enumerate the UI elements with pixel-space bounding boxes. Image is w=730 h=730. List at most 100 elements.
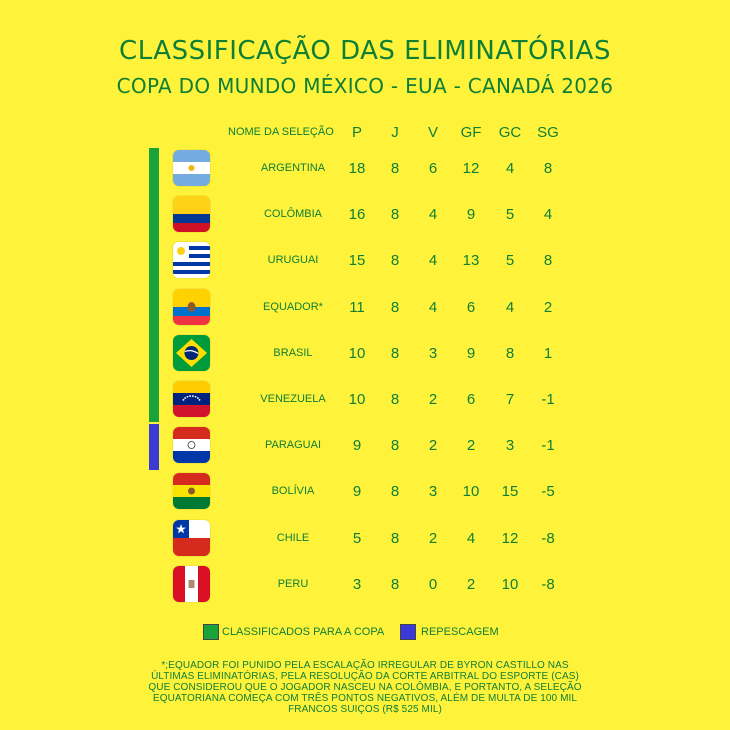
- table-row: VENEZUELA 10 8 2 6 7 -1: [0, 381, 730, 427]
- team-name: CHILE: [276, 531, 310, 544]
- cell-games: 8: [390, 160, 400, 177]
- header-games: J: [391, 124, 399, 141]
- cell-wins: 3: [428, 344, 438, 362]
- cell-goals-against: 5: [505, 206, 515, 224]
- cell-wins: 2: [428, 437, 438, 455]
- cell-goals-against: 5: [505, 252, 515, 270]
- table-row: CHILE 5 8 2 4 12 -8: [0, 519, 730, 566]
- cell-goals-for: 4: [466, 529, 476, 547]
- team-name: EQUADOR*: [263, 300, 323, 313]
- cell-wins: 6: [428, 160, 438, 177]
- qualified-bar: [149, 148, 159, 422]
- paraguay-flag: [173, 427, 210, 464]
- cell-goal-diff: 4: [543, 206, 553, 224]
- cell-goal-diff: -1: [541, 437, 555, 455]
- cell-games: 8: [390, 391, 400, 408]
- team-name: VENEZUELA: [260, 393, 326, 405]
- cell-points: 5: [352, 529, 362, 547]
- cell-wins: 4: [428, 206, 438, 224]
- cell-points: 18: [348, 160, 366, 177]
- cell-points: 16: [348, 206, 366, 224]
- cell-wins: 0: [428, 575, 438, 593]
- table-row: BRASIL 10 8 3 9 8 1: [0, 334, 730, 381]
- header-team-name: NOME DA SELEÇÃO: [228, 126, 334, 138]
- cell-goals-against: 8: [505, 344, 515, 362]
- team-name: PERU: [277, 577, 309, 590]
- table-row: COLÔMBIA 16 8 4 9 5 4: [0, 196, 730, 242]
- cell-points: 15: [348, 252, 366, 270]
- cell-games: 8: [390, 483, 400, 501]
- cell-goals-for: 10: [462, 483, 480, 501]
- table-row: BOLÍVIA 9 8 3 10 15 -5: [0, 473, 730, 519]
- header-goal-diff: SG: [537, 124, 559, 141]
- cell-points: 10: [348, 344, 366, 362]
- header-points: P: [351, 124, 362, 141]
- cell-goals-for: 12: [462, 160, 480, 177]
- cell-goals-against: 7: [505, 391, 515, 408]
- team-name: PARAGUAI: [264, 439, 322, 452]
- cell-points: 9: [352, 437, 362, 455]
- peru-flag: [173, 565, 210, 602]
- table-row: PERU 3 8 0 2 10 -8: [0, 565, 730, 612]
- cell-games: 8: [390, 252, 400, 270]
- team-name: COLÔMBIA: [263, 208, 323, 221]
- table-row: ARGENTINA 18 8 6 12 4 8: [0, 150, 730, 196]
- header-goals-for: GF: [460, 124, 482, 141]
- cell-goals-for: 2: [466, 575, 476, 593]
- cell-goal-diff: 8: [543, 252, 553, 270]
- cell-games: 8: [390, 437, 400, 455]
- footnote: *;EQUADOR FOI PUNIDO PELA ESCALAÇÃO IRRE…: [148, 660, 582, 715]
- cell-goals-against: 4: [505, 160, 515, 177]
- cell-goals-against: 3: [505, 437, 515, 455]
- cell-goals-against: 4: [505, 298, 515, 316]
- colombia-flag: [173, 196, 210, 233]
- page-subtitle: COPA DO MUNDO MÉXICO - EUA - CANADÁ 2026: [116, 74, 614, 98]
- cell-goals-against: 10: [501, 575, 519, 593]
- cell-goals-against: 12: [501, 529, 519, 547]
- bolivia-flag: [173, 473, 210, 510]
- team-name: BRASIL: [273, 346, 313, 359]
- ecuador-flag: [173, 288, 210, 325]
- table-row: URUGUAI 15 8 4 13 5 8: [0, 242, 730, 288]
- cell-wins: 2: [428, 529, 438, 547]
- playoff-legend-label: REPESCAGEM: [421, 626, 499, 638]
- qualified-legend-swatch: [203, 624, 219, 640]
- table-row: EQUADOR* 11 8 4 6 4 2: [0, 288, 730, 335]
- cell-goals-for: 9: [466, 206, 476, 224]
- cell-wins: 4: [428, 298, 438, 316]
- venezuela-flag: [173, 381, 210, 417]
- cell-games: 8: [390, 344, 400, 362]
- cell-goals-for: 13: [462, 252, 480, 270]
- cell-goal-diff: -5: [541, 483, 555, 501]
- cell-goal-diff: 8: [543, 160, 553, 177]
- cell-goals-for: 9: [466, 344, 476, 362]
- chile-flag: [173, 519, 210, 556]
- cell-points: 3: [352, 575, 362, 593]
- cell-goal-diff: 1: [543, 344, 553, 362]
- cell-games: 8: [390, 206, 400, 224]
- cell-points: 11: [349, 298, 365, 316]
- cell-games: 8: [390, 298, 400, 316]
- table-row: PARAGUAI 9 8 2 2 3 -1: [0, 427, 730, 473]
- cell-goal-diff: -1: [541, 391, 555, 408]
- cell-wins: 2: [428, 391, 438, 408]
- cell-games: 8: [390, 529, 400, 547]
- cell-goal-diff: 2: [543, 298, 553, 316]
- team-name: ARGENTINA: [260, 162, 326, 174]
- argentina-flag: [173, 150, 210, 186]
- cell-goals-for: 2: [466, 437, 476, 455]
- playoff-legend-swatch: [400, 624, 416, 640]
- team-name: BOLÍVIA: [271, 485, 315, 498]
- cell-goals-against: 15: [501, 483, 519, 501]
- cell-points: 9: [352, 483, 362, 501]
- cell-goals-for: 6: [466, 298, 476, 316]
- cell-goals-for: 6: [466, 391, 476, 408]
- team-name: URUGUAI: [267, 254, 319, 267]
- cell-goal-diff: -8: [541, 575, 555, 593]
- page-title: CLASSIFICAÇÃO DAS ELIMINATÓRIAS: [119, 36, 611, 66]
- uruguay-flag: [173, 242, 210, 279]
- cell-games: 8: [390, 575, 400, 593]
- brazil-flag: [173, 334, 210, 371]
- cell-wins: 4: [428, 252, 438, 270]
- header-goals-against: GC: [498, 124, 522, 141]
